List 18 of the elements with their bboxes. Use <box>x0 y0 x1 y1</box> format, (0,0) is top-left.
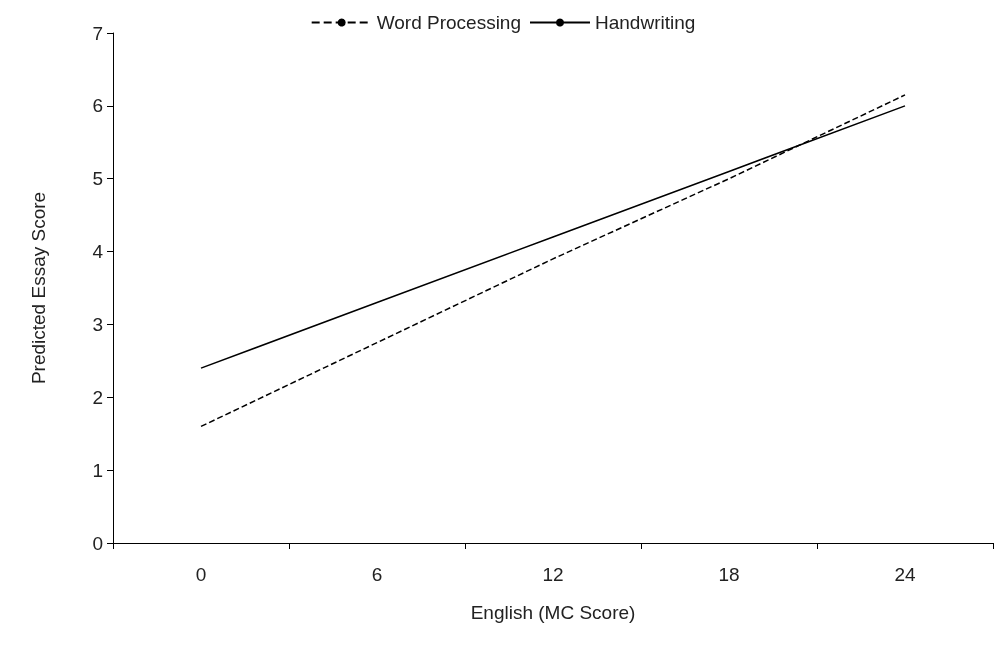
x-tick-label: 12 <box>542 564 564 585</box>
x-axis-title: English (MC Score) <box>470 602 636 623</box>
legend-label: Handwriting <box>595 12 696 33</box>
legend-label: Word Processing <box>376 12 522 33</box>
y-tick-label: 0 <box>92 532 103 554</box>
x-tick-label: 18 <box>718 564 740 585</box>
line-series <box>200 94 906 428</box>
y-tick-label: 4 <box>92 241 104 263</box>
x-tick-label: 24 <box>894 564 916 585</box>
y-tick-label: 2 <box>92 386 103 408</box>
y-tick-label: 5 <box>92 168 103 190</box>
y-tick-label: 6 <box>92 95 103 117</box>
y-tick-label: 1 <box>92 459 103 481</box>
x-tick-label: 0 <box>195 564 207 585</box>
x-tick-label: 6 <box>371 564 383 585</box>
y-tick-label: 7 <box>92 22 103 44</box>
y-tick-label: 3 <box>92 313 103 335</box>
y-axis-title: Predicted Essay Score <box>28 191 49 385</box>
